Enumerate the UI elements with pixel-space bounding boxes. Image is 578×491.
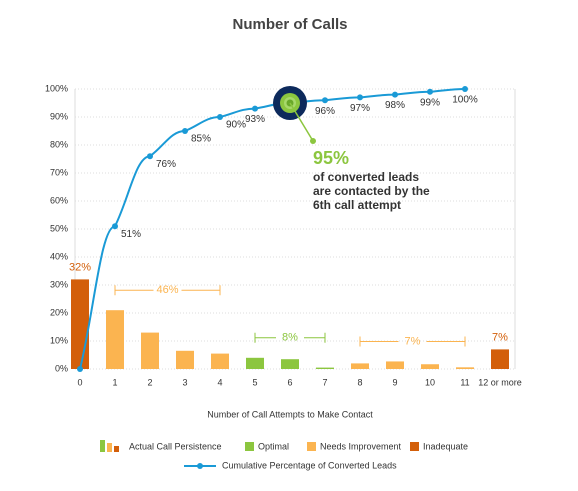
x-tick-label: 1: [112, 377, 117, 387]
bar: [281, 359, 299, 369]
y-tick-label: 90%: [50, 111, 68, 121]
point: [427, 88, 433, 95]
y-tick-label: 0%: [55, 363, 68, 373]
annotation-text: are contacted by the: [313, 184, 430, 198]
data-label: 85%: [191, 134, 211, 145]
y-tick-label: 10%: [50, 335, 68, 345]
pointer: [289, 102, 314, 142]
y-tick-label: 30%: [50, 279, 68, 289]
bar: [351, 363, 369, 369]
data-label: 76%: [156, 159, 176, 170]
point: [322, 97, 328, 104]
x-tick-label: 6: [287, 377, 292, 387]
point: [252, 105, 258, 112]
y-tick-label: 100%: [45, 83, 68, 93]
bar: [106, 310, 124, 369]
legend-swatch: [107, 443, 112, 452]
annotation-text: 6th call attempt: [313, 198, 401, 212]
legend-label: Actual Call Persistence: [129, 441, 222, 451]
legend-label: Optimal: [258, 441, 289, 451]
bar: [421, 364, 439, 369]
bar: [176, 350, 194, 369]
x-tick-label: 7: [322, 377, 327, 387]
legend-swatch: [114, 446, 119, 452]
point: [217, 114, 223, 120]
bar: [141, 332, 159, 369]
pointer-dot: [310, 138, 316, 144]
data-label: 96%: [315, 106, 335, 117]
point: [357, 94, 363, 101]
chart-title: Number of Calls: [232, 16, 347, 33]
legend-point: [197, 463, 203, 469]
y-tick-label: 20%: [50, 307, 68, 317]
data-label: 100%: [452, 95, 478, 106]
y-tick-label: 40%: [50, 251, 68, 261]
point: [77, 366, 83, 372]
legend-swatch: [307, 442, 316, 451]
legend-swatch: [245, 442, 254, 451]
bar: [456, 367, 474, 369]
x-axis-label: Number of Call Attempts to Make Contact: [207, 409, 373, 419]
x-tick-label: 8: [357, 377, 362, 387]
bar: [386, 361, 404, 369]
x-tick-label: 5: [252, 377, 257, 387]
y-tick-label: 80%: [50, 139, 68, 149]
group-label: 46%: [156, 284, 178, 296]
group-label: 7%: [405, 335, 421, 347]
x-tick-label: 9: [392, 377, 397, 387]
x-tick-label: 10: [425, 377, 435, 387]
bar: [211, 353, 229, 369]
x-tick-label: 11: [460, 377, 469, 387]
legend-swatch: [100, 440, 105, 452]
bar: [246, 357, 264, 369]
x-tick-label: 12 or more: [478, 377, 522, 387]
legend-swatch: [410, 442, 419, 451]
point: [182, 128, 188, 134]
legend-label: Inadequate: [423, 441, 468, 451]
data-label: 7%: [492, 331, 508, 343]
y-tick-label: 50%: [50, 223, 68, 233]
point: [112, 223, 118, 230]
point: [392, 91, 398, 98]
data-label: 93%: [245, 114, 265, 125]
x-tick-label: 0: [77, 377, 82, 387]
legend-label: Cumulative Percentage of Converted Leads: [222, 460, 397, 470]
group-label: 8%: [282, 332, 298, 344]
bar: [491, 349, 509, 369]
bar: [316, 367, 334, 369]
y-tick-label: 60%: [50, 195, 68, 205]
x-tick-label: 4: [217, 377, 222, 387]
annotation-text: of converted leads: [313, 170, 419, 184]
data-label: 99%: [420, 97, 440, 108]
data-label: 32%: [69, 261, 91, 273]
data-label: 51%: [121, 229, 141, 240]
x-tick-label: 3: [182, 377, 187, 387]
legend-label: Needs Improvement: [320, 441, 402, 451]
bar: [71, 279, 89, 369]
point: [147, 153, 153, 160]
point: [462, 86, 468, 92]
data-label: 98%: [385, 100, 405, 111]
y-tick-label: 70%: [50, 167, 68, 177]
data-label: 90%: [226, 120, 246, 131]
data-label: 97%: [350, 103, 370, 114]
x-tick-label: 2: [147, 377, 152, 387]
annotation-value: 95%: [313, 148, 349, 168]
